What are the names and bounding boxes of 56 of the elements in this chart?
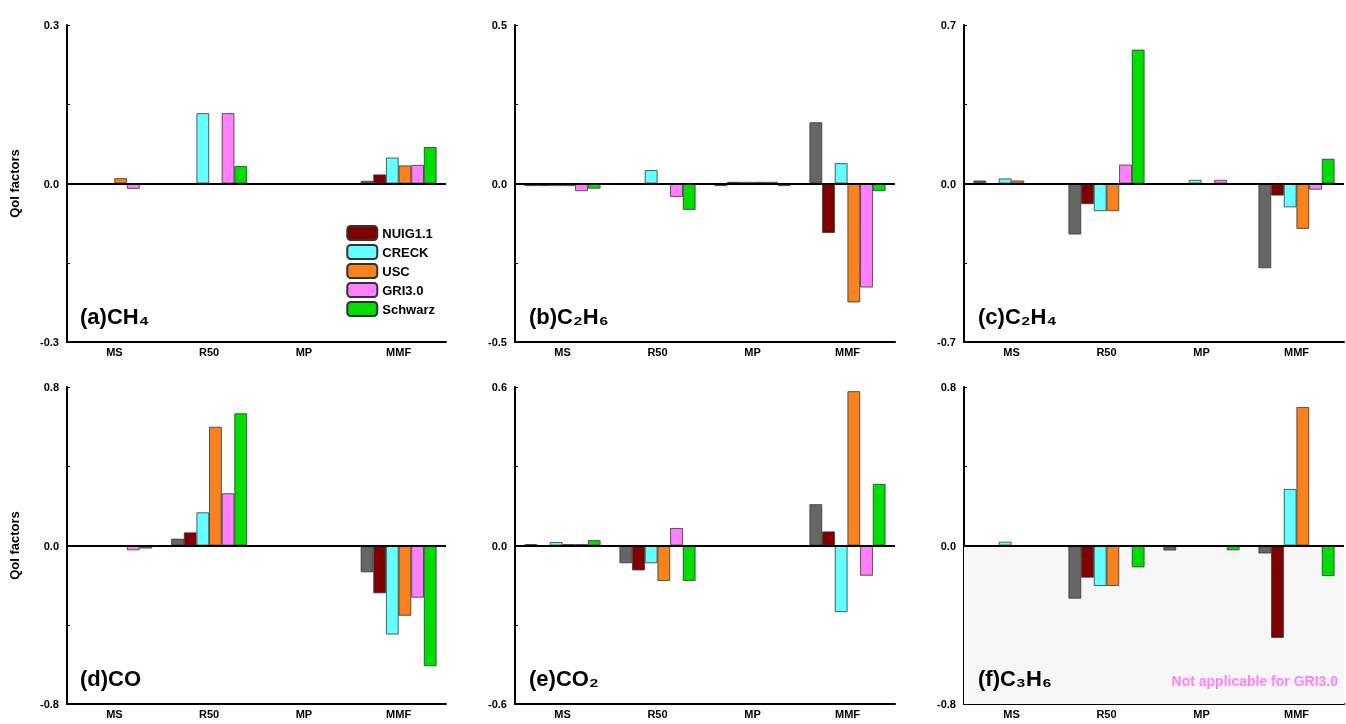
x-tick-label: MS [106,707,123,720]
x-tick-label: MMF [1283,707,1310,720]
annotation: Not applicable for GRI3.0 [1171,673,1339,689]
y-tick-label: -0.3 [40,336,59,348]
x-tick-label: MS [1003,707,1020,720]
legend-label: GRI3.0 [382,282,424,298]
y-tick-label: 0.5 [491,19,507,31]
y-tick-label: 0.6 [491,381,507,393]
legend-label: Schwarz [382,301,436,317]
legend-label: USC [382,263,411,279]
y-tick-label: 0.0 [491,539,507,552]
y-tick-label: 0.0 [43,539,59,552]
x-tick-label: R50 [647,707,668,720]
y-axis-title: QoI factors [7,511,22,580]
y-tick-label: 0.8 [43,381,59,393]
y-tick-label: 0.0 [940,177,956,190]
y-axis-title: QoI factors [7,149,22,218]
text: (f)C₃H₆ [978,665,1052,691]
text: (b)C₂H₆ [529,303,609,329]
x-tick-label: R50 [647,345,668,358]
x-tick-label: MMF [834,345,861,358]
x-tick-label: MP [295,707,313,720]
x-tick-label: MP [744,345,761,358]
y-tick-label: -0.8 [937,698,956,710]
text: (e)CO₂ [529,665,599,691]
x-tick-label: MP [295,345,313,358]
y-tick-label: 0.3 [43,19,59,31]
legend-label: NUIG1.1 [382,225,433,241]
x-tick-label: MS [1003,345,1020,358]
y-tick-label: 0.0 [940,539,956,552]
x-tick-label: MMF [834,707,861,720]
y-tick-label: 0.0 [43,177,59,190]
x-tick-label: MS [106,345,123,358]
x-tick-label: R50 [1096,345,1117,358]
y-tick-label: -0.8 [40,698,59,710]
x-tick-label: R50 [199,345,220,358]
y-tick-label: -0.5 [488,336,507,348]
y-tick-label: 0.8 [940,381,956,393]
x-tick-label: MMF [386,345,412,358]
y-tick-label: -0.7 [937,336,956,348]
y-tick-label: 0.7 [940,19,956,31]
x-tick-label: MMF [386,707,412,720]
x-tick-label: MMF [1283,345,1310,358]
text: (d)CO [80,665,142,691]
x-tick-label: MP [744,707,761,720]
legend-label: CRECK [382,244,430,260]
x-tick-label: MP [1193,345,1210,358]
y-tick-label: -0.6 [488,698,507,710]
x-tick-label: R50 [1096,707,1117,720]
x-tick-label: MS [554,345,571,358]
text: (a)CH₄ [80,303,150,329]
x-tick-label: MS [554,707,571,720]
x-tick-label: R50 [199,707,220,720]
text: (c)C₂H₄ [978,303,1057,329]
y-tick-label: 0.0 [491,177,507,190]
x-tick-label: MP [1193,707,1210,720]
